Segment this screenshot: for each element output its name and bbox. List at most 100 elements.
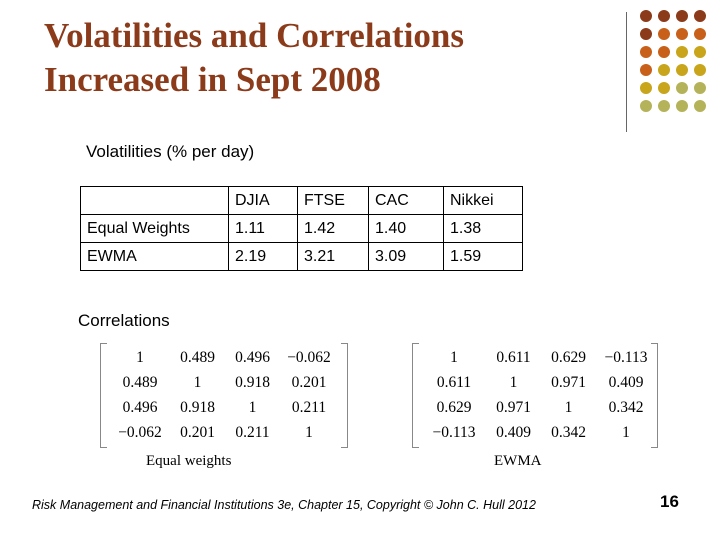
decorative-dot: [694, 28, 706, 40]
table-cell: 1.59: [443, 242, 523, 271]
matrix-cell: 0.629: [436, 398, 472, 416]
table-row: Equal Weights 1.11 1.42 1.40 1.38: [80, 214, 523, 243]
table-header-cell: [80, 186, 229, 215]
matrix-cell: 0.918: [235, 373, 270, 391]
table-header-cell: CAC: [368, 186, 444, 215]
decorative-dot: [640, 46, 652, 58]
matrix-cell: 0.971: [551, 373, 586, 391]
table-cell: 3.09: [368, 242, 444, 271]
matrix-cell: 1: [193, 373, 202, 391]
matrix-row: 1 0.489 0.496 −0.062: [110, 345, 338, 370]
matrix-cell: 0.489: [122, 373, 158, 391]
decorative-dot: [640, 100, 652, 112]
matrix-cell: 0.971: [496, 398, 531, 416]
matrix-cell: 0.489: [180, 348, 215, 366]
decorative-dot: [658, 100, 670, 112]
matrix-cell: 1: [622, 423, 630, 441]
matrix-cell: −0.113: [604, 348, 648, 366]
matrix-cell: 0.342: [551, 423, 586, 441]
matrix-cell: 0.496: [235, 348, 270, 366]
decorative-dot: [694, 82, 706, 94]
matrix-cell: 0.629: [551, 348, 586, 366]
matrix-cell: 1: [248, 398, 257, 416]
correlations-heading: Correlations: [78, 311, 170, 330]
decorative-dot: [640, 64, 652, 76]
matrix-cell: 0.409: [608, 373, 644, 391]
matrix-cell: 0.409: [496, 423, 531, 441]
matrix-cell: 0.918: [180, 398, 215, 416]
table-cell: Equal Weights: [80, 214, 229, 243]
ewma-label: EWMA: [494, 453, 542, 469]
matrix-row: 1 0.611 0.629 −0.113: [422, 345, 656, 370]
matrix-cell: 0.201: [291, 373, 327, 391]
table-cell: 1.11: [228, 214, 298, 243]
matrix-cell: 1: [450, 348, 458, 366]
decorative-dot: [676, 46, 688, 58]
left-bracket: [100, 343, 107, 448]
matrix-row: −0.062 0.201 0.211 1: [110, 420, 338, 445]
matrix-cell: 1: [136, 348, 144, 366]
matrix-row: 0.489 1 0.918 0.201: [110, 370, 338, 395]
matrix-cell: −0.062: [287, 348, 331, 366]
matrix-cell: 0.611: [496, 348, 531, 366]
table-row: EWMA 2.19 3.21 3.09 1.59: [80, 242, 523, 271]
matrix-row: 0.496 0.918 1 0.211: [110, 395, 338, 420]
equal-weights-matrix: 1 0.489 0.496 −0.062 0.489 1 0.918 0.201…: [100, 343, 348, 448]
decorative-dot: [640, 28, 652, 40]
title-line-1: Volatilities and Correlations: [44, 16, 465, 55]
decorative-dot: [658, 64, 670, 76]
matrix-grid: 1 0.611 0.629 −0.113 0.611 1 0.971 0.409…: [422, 345, 656, 445]
table-cell: 3.21: [297, 242, 369, 271]
decorative-dot: [694, 64, 706, 76]
decorative-dot: [658, 28, 670, 40]
matrix-grid: 1 0.489 0.496 −0.062 0.489 1 0.918 0.201…: [110, 345, 338, 445]
decorative-dot: [676, 100, 688, 112]
matrix-cell: 0.211: [291, 398, 327, 416]
matrix-row: −0.113 0.409 0.342 1: [422, 420, 656, 445]
matrix-cell: 1: [564, 398, 573, 416]
table-cell: 1.42: [297, 214, 369, 243]
matrix-cell: 0.211: [235, 423, 270, 441]
decorative-dot: [658, 10, 670, 22]
matrix-cell: 0.201: [180, 423, 215, 441]
decorative-dot: [658, 82, 670, 94]
matrix-row: 0.629 0.971 1 0.342: [422, 395, 656, 420]
matrix-cell: 0.611: [436, 373, 472, 391]
page-number: 16: [660, 492, 679, 511]
right-bracket: [651, 343, 658, 448]
decorative-dot: [676, 28, 688, 40]
decorative-dot: [694, 46, 706, 58]
decorative-dot: [676, 64, 688, 76]
table-header-cell: Nikkei: [443, 186, 523, 215]
ewma-matrix: 1 0.611 0.629 −0.113 0.611 1 0.971 0.409…: [412, 343, 658, 448]
matrix-cell: 1: [509, 373, 518, 391]
volatility-table: DJIA FTSE CAC Nikkei Equal Weights 1.11 …: [80, 186, 523, 271]
matrix-row: 0.611 1 0.971 0.409: [422, 370, 656, 395]
table-header-cell: DJIA: [228, 186, 298, 215]
matrix-cell: 1: [305, 423, 313, 441]
table-cell: EWMA: [80, 242, 229, 271]
table-cell: 2.19: [228, 242, 298, 271]
volatilities-heading: Volatilities (% per day): [86, 142, 255, 161]
matrix-cell: −0.062: [118, 423, 162, 441]
table-header-cell: FTSE: [297, 186, 369, 215]
decorative-dot: [640, 10, 652, 22]
decorative-dot: [676, 10, 688, 22]
decorative-dot: [640, 82, 652, 94]
matrix-cell: 0.342: [608, 398, 644, 416]
decorative-dot: [658, 46, 670, 58]
right-bracket: [341, 343, 348, 448]
decorative-dot: [694, 100, 706, 112]
table-header-row: DJIA FTSE CAC Nikkei: [80, 186, 523, 215]
slide-title: Volatilities and Correlations Increased …: [44, 14, 604, 102]
matrix-cell: −0.113: [432, 423, 476, 441]
decorative-dot: [694, 10, 706, 22]
table-cell: 1.40: [368, 214, 444, 243]
left-bracket: [412, 343, 419, 448]
title-line-2: Increased in Sept 2008: [44, 60, 381, 99]
decorative-divider: [626, 12, 627, 132]
equal-weights-label: Equal weights: [146, 453, 232, 469]
table-cell: 1.38: [443, 214, 523, 243]
footer-citation: Risk Management and Financial Institutio…: [32, 498, 536, 512]
matrix-cell: 0.496: [122, 398, 158, 416]
